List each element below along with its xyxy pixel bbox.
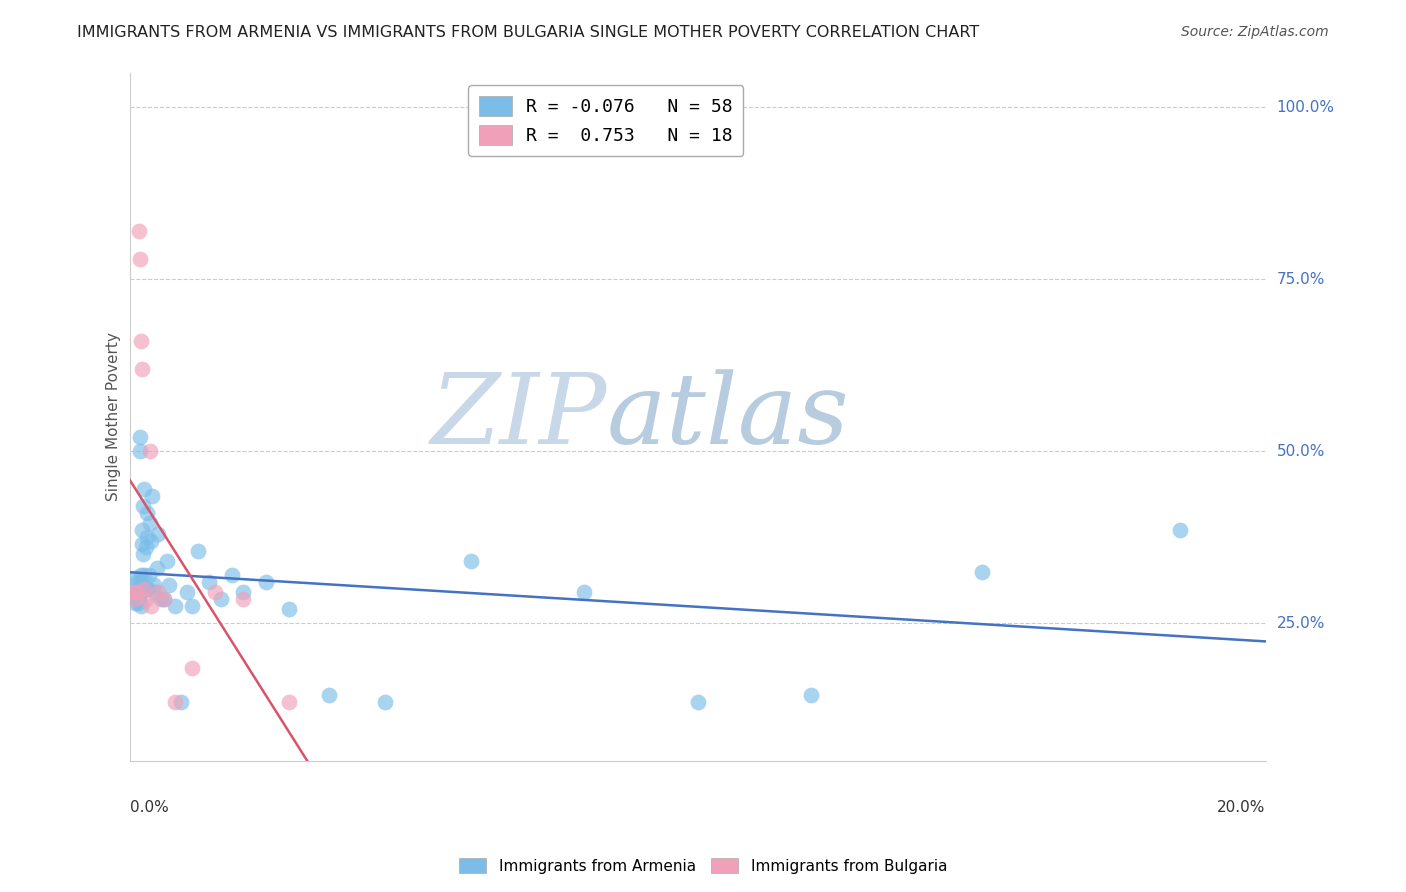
Point bbox=[198, 574, 221, 589]
Point bbox=[686, 695, 709, 709]
Point bbox=[139, 516, 162, 531]
Point bbox=[139, 444, 162, 458]
Point bbox=[131, 361, 153, 376]
Point bbox=[132, 482, 155, 496]
Point bbox=[129, 585, 152, 599]
Point bbox=[153, 592, 176, 607]
Point bbox=[135, 506, 157, 520]
Point bbox=[156, 554, 179, 568]
Point bbox=[131, 537, 153, 551]
Point bbox=[181, 599, 204, 613]
Point bbox=[128, 592, 150, 607]
Point bbox=[800, 689, 823, 703]
Point bbox=[135, 530, 157, 544]
Point bbox=[125, 574, 148, 589]
Point bbox=[149, 592, 172, 607]
Point bbox=[141, 599, 163, 613]
Point bbox=[170, 695, 193, 709]
Point bbox=[127, 585, 149, 599]
Point bbox=[129, 568, 152, 582]
Point bbox=[135, 592, 157, 607]
Point bbox=[125, 589, 148, 603]
Point bbox=[129, 334, 152, 348]
Point bbox=[209, 592, 232, 607]
Point bbox=[204, 585, 226, 599]
Legend: R = -0.076   N = 58, R =  0.753   N = 18: R = -0.076 N = 58, R = 0.753 N = 18 bbox=[468, 86, 744, 156]
Y-axis label: Single Mother Poverty: Single Mother Poverty bbox=[107, 333, 121, 501]
Point bbox=[122, 585, 145, 599]
Point bbox=[141, 489, 163, 503]
Point bbox=[129, 444, 152, 458]
Text: 20.0%: 20.0% bbox=[1218, 799, 1265, 814]
Point bbox=[129, 574, 152, 589]
Point bbox=[138, 568, 160, 582]
Text: Source: ZipAtlas.com: Source: ZipAtlas.com bbox=[1181, 25, 1329, 39]
Point bbox=[122, 585, 145, 599]
Point bbox=[127, 592, 149, 607]
Point bbox=[125, 585, 148, 599]
Text: atlas: atlas bbox=[607, 369, 849, 465]
Point bbox=[374, 695, 396, 709]
Point bbox=[187, 544, 209, 558]
Point bbox=[1170, 524, 1192, 538]
Point bbox=[132, 547, 155, 561]
Point bbox=[128, 582, 150, 596]
Point bbox=[254, 574, 277, 589]
Point bbox=[135, 541, 157, 555]
Point bbox=[277, 602, 299, 616]
Point bbox=[146, 561, 169, 575]
Text: 100.0%: 100.0% bbox=[1277, 100, 1334, 115]
Point bbox=[221, 568, 243, 582]
Point bbox=[232, 585, 254, 599]
Point bbox=[129, 252, 152, 266]
Point bbox=[131, 524, 153, 538]
Point bbox=[134, 568, 156, 582]
Point bbox=[124, 592, 146, 607]
Point bbox=[141, 533, 163, 548]
Point bbox=[143, 585, 166, 599]
Point bbox=[146, 526, 169, 541]
Point bbox=[159, 578, 181, 592]
Text: 50.0%: 50.0% bbox=[1277, 443, 1324, 458]
Point bbox=[142, 578, 165, 592]
Point bbox=[129, 599, 152, 613]
Point bbox=[124, 595, 146, 609]
Point bbox=[128, 224, 150, 238]
Point bbox=[970, 565, 993, 579]
Point bbox=[460, 554, 482, 568]
Point bbox=[181, 661, 204, 675]
Point bbox=[165, 599, 187, 613]
Point bbox=[136, 582, 159, 596]
Point bbox=[318, 689, 340, 703]
Point bbox=[135, 582, 157, 596]
Point bbox=[232, 592, 254, 607]
Point bbox=[572, 585, 595, 599]
Point bbox=[124, 571, 146, 585]
Text: IMMIGRANTS FROM ARMENIA VS IMMIGRANTS FROM BULGARIA SINGLE MOTHER POVERTY CORREL: IMMIGRANTS FROM ARMENIA VS IMMIGRANTS FR… bbox=[77, 25, 980, 40]
Point bbox=[165, 695, 187, 709]
Point bbox=[176, 585, 198, 599]
Text: ZIP: ZIP bbox=[430, 369, 607, 465]
Point bbox=[134, 582, 156, 596]
Point bbox=[127, 595, 149, 609]
Text: 75.0%: 75.0% bbox=[1277, 272, 1324, 287]
Text: 25.0%: 25.0% bbox=[1277, 615, 1324, 631]
Legend: Immigrants from Armenia, Immigrants from Bulgaria: Immigrants from Armenia, Immigrants from… bbox=[453, 852, 953, 880]
Point bbox=[129, 430, 152, 444]
Point bbox=[153, 592, 176, 607]
Text: 0.0%: 0.0% bbox=[129, 799, 169, 814]
Point bbox=[277, 695, 299, 709]
Point bbox=[146, 585, 169, 599]
Point bbox=[132, 500, 155, 514]
